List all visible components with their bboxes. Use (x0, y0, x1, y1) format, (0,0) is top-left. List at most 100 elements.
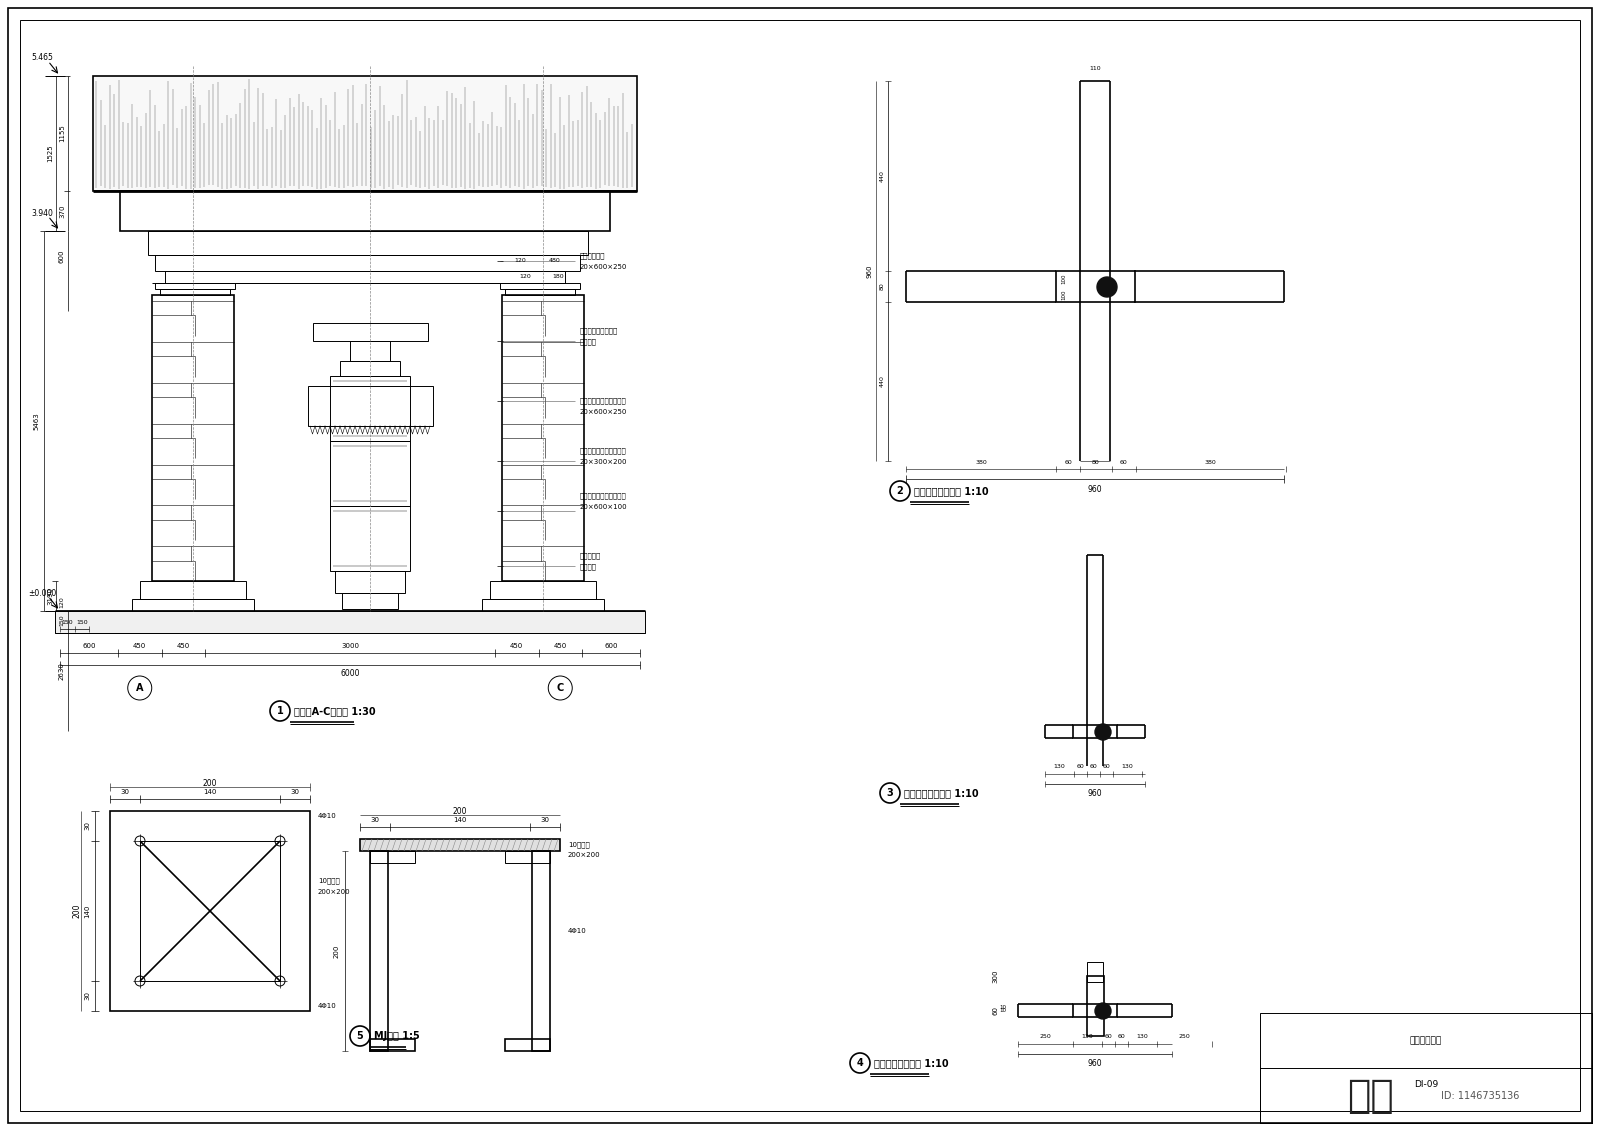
Circle shape (1098, 277, 1117, 297)
Text: 80: 80 (880, 283, 885, 291)
Text: 120: 120 (518, 274, 531, 278)
Text: 200×200: 200×200 (318, 889, 350, 895)
Text: 60: 60 (1120, 459, 1128, 465)
Text: 150: 150 (59, 614, 64, 625)
Text: 100: 100 (1061, 274, 1067, 284)
Text: 130: 130 (1122, 765, 1133, 769)
Circle shape (1094, 1003, 1110, 1019)
Text: 详见详图: 详见详图 (579, 338, 597, 345)
Text: 30: 30 (371, 817, 379, 823)
Text: 60: 60 (1064, 459, 1072, 465)
Text: 60: 60 (1104, 1035, 1112, 1039)
Bar (360, 839, 560, 851)
Bar (506, 851, 550, 863)
Text: 130: 130 (1082, 1035, 1093, 1039)
Text: 250: 250 (1040, 1035, 1051, 1039)
Text: 2: 2 (896, 486, 904, 497)
Text: 450: 450 (510, 644, 523, 649)
Text: 110: 110 (1090, 67, 1101, 71)
Bar (1086, 962, 1102, 982)
Text: 转经亭A-C立面图 1:30: 转经亭A-C立面图 1:30 (294, 706, 376, 716)
Text: 4Φ10: 4Φ10 (318, 1003, 336, 1009)
Text: 450: 450 (176, 644, 190, 649)
Bar (339, 361, 400, 375)
Text: 转经产详图三: 转经产详图三 (1410, 1036, 1442, 1045)
Bar (342, 593, 398, 608)
Text: 3190: 3190 (46, 587, 53, 605)
Text: 180: 180 (552, 274, 563, 278)
Text: 300: 300 (992, 969, 998, 983)
Text: 1525: 1525 (46, 145, 53, 163)
Text: 960: 960 (1088, 1060, 1102, 1069)
Bar (1074, 725, 1117, 739)
Bar (506, 290, 574, 295)
Text: ±0.000: ±0.000 (27, 588, 56, 597)
Text: 氟青石花岗岁: 氟青石花岗岁 (579, 252, 605, 259)
Bar (350, 342, 390, 361)
Text: 红石花岗岁不规则自然面: 红石花岗岁不规则自然面 (579, 398, 627, 404)
Text: 5: 5 (357, 1031, 363, 1041)
Text: ID: 1146735136: ID: 1146735136 (1442, 1091, 1518, 1100)
Text: 5463: 5463 (34, 412, 38, 430)
Text: 转经筒基座立面图 1:10: 转经筒基座立面图 1:10 (914, 486, 989, 497)
Text: 380: 380 (976, 459, 987, 465)
Text: 10: 10 (1000, 1008, 1006, 1013)
Text: 600: 600 (59, 249, 66, 262)
Text: 60: 60 (1117, 1035, 1125, 1039)
Text: 60: 60 (1077, 765, 1085, 769)
Text: 30: 30 (541, 817, 549, 823)
Text: 1: 1 (277, 706, 283, 716)
Bar (330, 441, 410, 506)
Bar (502, 295, 584, 581)
Bar (370, 851, 414, 863)
Text: MJ详图 1:5: MJ详图 1:5 (374, 1031, 419, 1041)
Text: DI-09: DI-09 (1414, 1080, 1438, 1089)
Text: 30: 30 (291, 789, 299, 795)
Bar (93, 76, 637, 191)
Text: 60: 60 (1102, 765, 1110, 769)
Text: 知末: 知末 (1347, 1077, 1394, 1115)
Text: 100: 100 (1061, 290, 1067, 300)
Bar (531, 851, 550, 1051)
Text: 20×600×250: 20×600×250 (579, 409, 627, 415)
Text: 130: 130 (1053, 765, 1066, 769)
Text: 3.940: 3.940 (30, 208, 53, 217)
Text: 转经筒基座立面图 1:10: 转经筒基座立面图 1:10 (904, 788, 979, 798)
Bar (1261, 1068, 1592, 1123)
Text: 480: 480 (549, 259, 562, 264)
Text: 20×600×100: 20×600×100 (579, 504, 627, 510)
Text: 转经筒（成品定制）: 转经筒（成品定制） (579, 328, 618, 335)
Text: 150: 150 (61, 621, 74, 625)
Text: 450: 450 (133, 644, 146, 649)
Text: 120: 120 (59, 596, 64, 607)
Text: 3000: 3000 (341, 644, 358, 649)
Text: 450: 450 (554, 644, 566, 649)
Bar (482, 599, 605, 611)
Text: 200: 200 (334, 944, 339, 958)
Bar (141, 581, 246, 599)
Text: 370: 370 (59, 205, 66, 218)
Text: 4: 4 (856, 1057, 864, 1068)
Text: 130: 130 (1136, 1035, 1149, 1039)
Bar (334, 571, 405, 593)
Bar (314, 323, 429, 342)
Text: 红石花岗岁不规则自然面: 红石花岗岁不规则自然面 (579, 448, 627, 455)
Text: 4Φ10: 4Φ10 (568, 929, 587, 934)
Text: 380: 380 (1205, 459, 1216, 465)
Text: 960: 960 (1088, 789, 1102, 798)
Text: 20×600×250: 20×600×250 (579, 264, 627, 270)
Bar (147, 231, 589, 254)
Text: 10厕钉板: 10厕钉板 (568, 841, 590, 848)
Text: 140: 140 (83, 905, 90, 917)
Text: 1155: 1155 (59, 124, 66, 143)
Text: 440: 440 (880, 170, 885, 182)
Bar (1261, 1013, 1592, 1123)
Text: 960: 960 (867, 265, 874, 278)
Text: 20×300×200: 20×300×200 (579, 459, 627, 465)
Bar (131, 599, 254, 611)
Bar (1086, 976, 1104, 1036)
Text: 转经筒基座: 转经筒基座 (579, 553, 602, 560)
Text: 200: 200 (453, 806, 467, 815)
Text: 600: 600 (82, 644, 96, 649)
Text: 5.465: 5.465 (30, 53, 53, 62)
